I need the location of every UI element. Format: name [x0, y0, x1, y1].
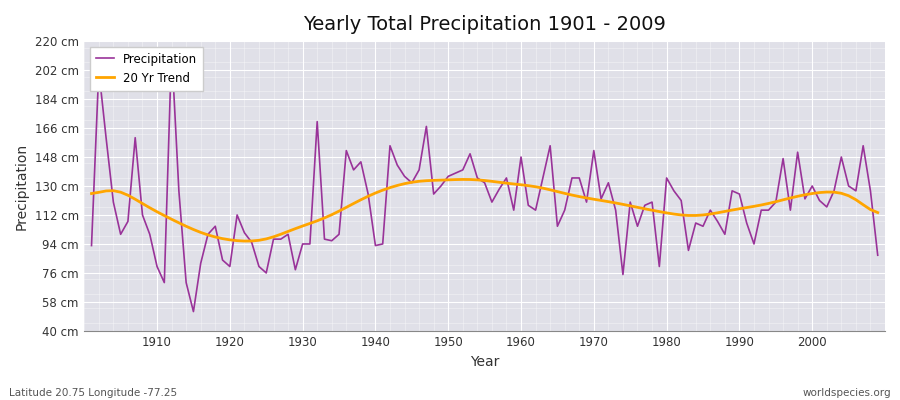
- 20 Yr Trend: [239, 239, 250, 244]
- 20 Yr Trend: [617, 202, 628, 207]
- Precipitation: [530, 208, 541, 212]
- Precipitation: [523, 203, 534, 208]
- Precipitation: [363, 192, 374, 196]
- Y-axis label: Precipitation: Precipitation: [15, 142, 29, 230]
- 20 Yr Trend: [311, 218, 322, 223]
- Legend: Precipitation, 20 Yr Trend: Precipitation, 20 Yr Trend: [90, 47, 203, 91]
- 20 Yr Trend: [356, 197, 366, 202]
- Title: Yearly Total Precipitation 1901 - 2009: Yearly Total Precipitation 1901 - 2009: [303, 15, 666, 34]
- Precipitation: [617, 272, 628, 277]
- Precipitation: [872, 253, 883, 258]
- Precipitation: [166, 47, 177, 52]
- 20 Yr Trend: [872, 210, 883, 215]
- 20 Yr Trend: [523, 183, 534, 188]
- 20 Yr Trend: [86, 191, 97, 196]
- Line: 20 Yr Trend: 20 Yr Trend: [92, 180, 878, 241]
- 20 Yr Trend: [457, 177, 468, 182]
- Precipitation: [86, 243, 97, 248]
- Text: Latitude 20.75 Longitude -77.25: Latitude 20.75 Longitude -77.25: [9, 388, 177, 398]
- Precipitation: [144, 232, 155, 237]
- Line: Precipitation: Precipitation: [92, 49, 878, 312]
- X-axis label: Year: Year: [470, 355, 500, 369]
- 20 Yr Trend: [144, 205, 155, 210]
- Text: worldspecies.org: worldspecies.org: [803, 388, 891, 398]
- Precipitation: [188, 309, 199, 314]
- 20 Yr Trend: [530, 184, 541, 189]
- Precipitation: [320, 237, 330, 242]
